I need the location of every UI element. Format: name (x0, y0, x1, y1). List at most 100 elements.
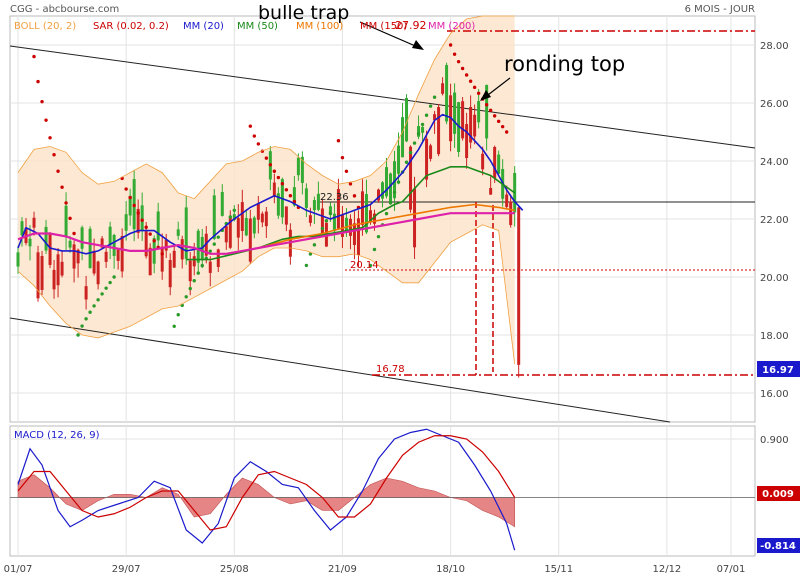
candle-body (344, 217, 348, 233)
sar-dot (392, 190, 397, 195)
ma-line (17, 224, 516, 365)
candle-body (196, 230, 200, 263)
sar-dot (112, 275, 116, 279)
price-tick-label: 28.00 (760, 41, 789, 52)
legend-entry: SAR (0.02, 0.2) (93, 21, 169, 32)
candle-body (385, 167, 389, 197)
sar-dot (40, 99, 44, 104)
trendlines (9, 30, 756, 423)
date-tick-label: 18/10 (436, 564, 465, 575)
candle-body (372, 213, 376, 224)
price-tick-label: 24.00 (760, 157, 789, 168)
candle-body (176, 229, 180, 236)
macd-value-badge: -0.814 (757, 538, 800, 553)
candle-body (40, 256, 44, 290)
sar-dot (384, 211, 389, 216)
legend-entry: MM (50) (237, 21, 278, 32)
sar-dot (448, 43, 453, 47)
macd-axis: 0.900 (760, 435, 789, 446)
candle-body (92, 250, 96, 274)
candle-body (340, 214, 344, 237)
sar-dot (460, 66, 465, 71)
sar-dot (96, 298, 100, 302)
sar-dot (288, 194, 293, 198)
candle-body (76, 249, 80, 264)
macd-tick-label: 0.900 (760, 435, 789, 446)
candle-body (160, 246, 164, 272)
candle-body (96, 261, 100, 285)
candle-body (128, 195, 132, 216)
candle-body (413, 188, 417, 248)
date-tick-label: 25/08 (220, 564, 249, 575)
candle-body (320, 208, 324, 234)
rounding-top-arrowhead (480, 90, 491, 101)
sar-dot (504, 130, 509, 134)
sar-dot (348, 182, 353, 186)
candle-body (68, 240, 72, 248)
candle-body (276, 193, 280, 216)
candle-body (485, 85, 489, 139)
candle-body (469, 106, 473, 143)
sar-dot (44, 118, 48, 122)
sar-dot (276, 175, 281, 180)
bull-trap-label: bulle trap (258, 2, 349, 24)
candle-body (332, 213, 336, 232)
sar-dot (184, 295, 188, 299)
candle-body (393, 161, 397, 199)
low-value-label: 16.78 (376, 364, 405, 375)
sar-dot (36, 79, 40, 84)
sar-dot (200, 263, 204, 268)
candle-body (144, 231, 148, 257)
sar-dot (32, 54, 36, 59)
chart-period: 6 MOIS - JOUR (685, 4, 755, 15)
candle-body (517, 207, 521, 365)
candle-body (401, 117, 405, 158)
sar-dot (464, 73, 469, 77)
sar-dot (176, 312, 180, 317)
candle-body (64, 205, 68, 238)
sar-dot (376, 234, 381, 239)
candle-body (368, 210, 372, 222)
annotation-arrows (359, 21, 511, 101)
price-tick-label: 20.00 (760, 273, 789, 284)
candle-body (409, 146, 413, 210)
sar-dot (368, 263, 373, 268)
sar-dot (416, 131, 421, 136)
candle-body (48, 234, 52, 265)
bollinger-band (18, 16, 515, 364)
ma-line (226, 203, 515, 255)
sar-dot (432, 95, 437, 99)
date-tick-label: 01/07 (4, 564, 33, 575)
sar-dot (312, 243, 317, 247)
candle-body (140, 205, 144, 231)
sar-dot (328, 211, 333, 215)
candle-body (168, 259, 172, 288)
candle-body (497, 154, 501, 174)
ma-line (186, 166, 516, 261)
sar-dot (88, 310, 92, 314)
sar-dot (280, 182, 285, 186)
candle-body (72, 244, 76, 269)
sar-dot (48, 136, 52, 140)
sar-dot (452, 52, 457, 56)
sar-dot (408, 150, 413, 155)
sar-dot (456, 59, 461, 64)
candle-body (453, 92, 457, 134)
candle-body (481, 153, 485, 170)
sar-dot (60, 185, 64, 189)
candle-body (441, 83, 445, 94)
candle-body (352, 223, 356, 245)
candle-body (116, 248, 120, 261)
legend-entry: MM (20) (183, 21, 224, 32)
sar-dot (428, 104, 433, 108)
candle-body (336, 189, 340, 229)
candle-body (192, 256, 196, 267)
sar-dot (320, 226, 325, 231)
candle-body (212, 195, 216, 239)
bull-trap-arrowhead (412, 40, 424, 50)
candle-body (477, 101, 481, 123)
candle-body (108, 226, 112, 246)
candle-body (208, 261, 212, 273)
sar-dot (72, 231, 76, 236)
sar-dot (216, 235, 220, 239)
